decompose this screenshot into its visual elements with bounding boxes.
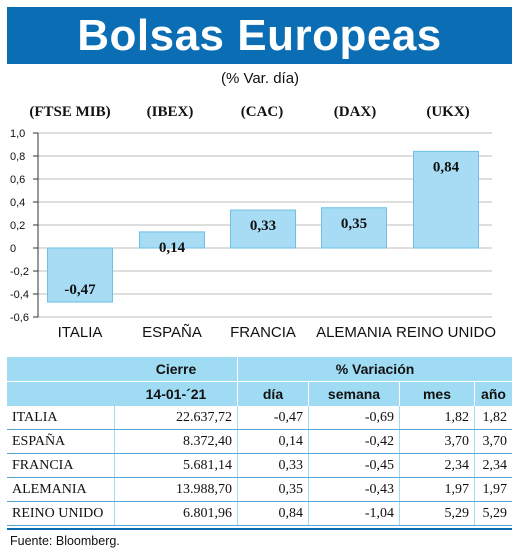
cell-cierre: 5.681,14 bbox=[114, 453, 238, 478]
header-semana: semana bbox=[308, 381, 400, 406]
header-mes: mes bbox=[399, 381, 475, 406]
cell-ano: 3,70 bbox=[474, 429, 512, 454]
bar bbox=[230, 209, 296, 249]
cell-dia: -0,47 bbox=[237, 406, 309, 430]
header-cierre: Cierre bbox=[114, 357, 238, 382]
data-label: 0,14 bbox=[159, 240, 186, 256]
table-header-row-1: Cierre % Variación bbox=[7, 357, 512, 382]
header-dia: día bbox=[237, 381, 309, 406]
table-row: ITALIA 22.637,72 -0,47 -0,69 1,82 1,82 bbox=[7, 406, 512, 430]
chart-subtitle: (% Var. día) bbox=[220, 70, 300, 87]
y-tick-label: 0,6 bbox=[10, 174, 25, 186]
data-label: 0,35 bbox=[341, 216, 367, 232]
cell-semana: -0,43 bbox=[308, 477, 400, 502]
index-label-dax: (DAX) bbox=[333, 104, 377, 120]
data-table: Cierre % Variación 14-01-´21 día semana … bbox=[7, 357, 512, 526]
table-row: ESPAÑA 8.372,40 0,14 -0,42 3,70 3,70 bbox=[7, 429, 512, 454]
bar bbox=[139, 231, 205, 249]
header-ano: año bbox=[474, 381, 512, 406]
cell-mes: 1,82 bbox=[399, 406, 475, 430]
cell-mes: 2,34 bbox=[399, 453, 475, 478]
index-label-ibex: (IBEX) bbox=[146, 104, 194, 120]
cell-pais: ALEMANIA bbox=[7, 477, 115, 502]
y-tick-label: 0,4 bbox=[10, 197, 25, 209]
category-label: REINO UNIDO bbox=[396, 324, 496, 341]
cell-ano: 1,97 bbox=[474, 477, 512, 502]
table-row: REINO UNIDO 6.801,96 0,84 -1,04 5,29 5,2… bbox=[7, 501, 512, 526]
category-label: ITALIA bbox=[58, 324, 103, 341]
bar bbox=[47, 247, 113, 303]
cell-semana: -0,69 bbox=[308, 406, 400, 430]
table-row: FRANCIA 5.681,14 0,33 -0,45 2,34 2,34 bbox=[7, 453, 512, 478]
y-tick-label: 1,0 bbox=[10, 128, 25, 140]
data-label: 0,84 bbox=[433, 159, 460, 175]
cell-semana: -1,04 bbox=[308, 501, 400, 526]
y-tick-label: -0,6 bbox=[10, 312, 29, 324]
divider-line bbox=[7, 528, 512, 530]
bar bbox=[413, 150, 479, 249]
category-label: ESPAÑA bbox=[142, 324, 202, 341]
cell-semana: -0,42 bbox=[308, 429, 400, 454]
cell-semana: -0,45 bbox=[308, 453, 400, 478]
y-tick-label: -0,2 bbox=[10, 266, 29, 278]
cell-dia: 0,84 bbox=[237, 501, 309, 526]
cell-cierre: 22.637,72 bbox=[114, 406, 238, 430]
cell-cierre: 6.801,96 bbox=[114, 501, 238, 526]
cell-dia: 0,14 bbox=[237, 429, 309, 454]
cell-pais: ESPAÑA bbox=[7, 429, 115, 454]
cell-dia: 0,35 bbox=[237, 477, 309, 502]
cell-pais: REINO UNIDO bbox=[7, 501, 115, 526]
source-note: Fuente: Bloomberg. bbox=[10, 534, 120, 548]
cell-ano: 5,29 bbox=[474, 501, 512, 526]
y-tick-label: -0,4 bbox=[10, 289, 29, 301]
bar bbox=[321, 207, 387, 249]
y-tick-label: 0,2 bbox=[10, 220, 25, 232]
cell-mes: 1,97 bbox=[399, 477, 475, 502]
y-tick-label: 0,8 bbox=[10, 151, 25, 163]
cell-cierre: 13.988,70 bbox=[114, 477, 238, 502]
cell-ano: 2,34 bbox=[474, 453, 512, 478]
title-banner: Bolsas Europeas bbox=[7, 7, 512, 64]
data-label: -0,47 bbox=[64, 282, 96, 298]
data-label: 0,33 bbox=[250, 218, 276, 234]
index-label-cac: (CAC) bbox=[240, 104, 284, 120]
cell-dia: 0,33 bbox=[237, 453, 309, 478]
cell-cierre: 8.372,40 bbox=[114, 429, 238, 454]
table-header-row-2: 14-01-´21 día semana mes año bbox=[7, 381, 512, 406]
cell-pais: ITALIA bbox=[7, 406, 115, 430]
index-label-ukx: (UKX) bbox=[426, 104, 470, 120]
cell-pais: FRANCIA bbox=[7, 453, 115, 478]
cell-mes: 3,70 bbox=[399, 429, 475, 454]
category-label: FRANCIA bbox=[230, 324, 296, 341]
y-tick-label: 0 bbox=[10, 243, 16, 255]
header-variacion: % Variación bbox=[237, 357, 512, 382]
header-date: 14-01-´21 bbox=[114, 381, 238, 406]
table-row: ALEMANIA 13.988,70 0,35 -0,43 1,97 1,97 bbox=[7, 477, 512, 502]
index-label-ftse: (FTSE MIB) bbox=[29, 104, 111, 120]
cell-ano: 1,82 bbox=[474, 406, 512, 430]
bar-chart: 1,0 0,8 0,6 0,4 0,2 0 -0,2 -0,4 -0,6 -0,47 ITALIA 0… bbox=[10, 128, 496, 341]
category-label: ALEMANIA bbox=[316, 324, 392, 341]
cell-mes: 5,29 bbox=[399, 501, 475, 526]
page-title: Bolsas Europeas bbox=[77, 11, 442, 60]
